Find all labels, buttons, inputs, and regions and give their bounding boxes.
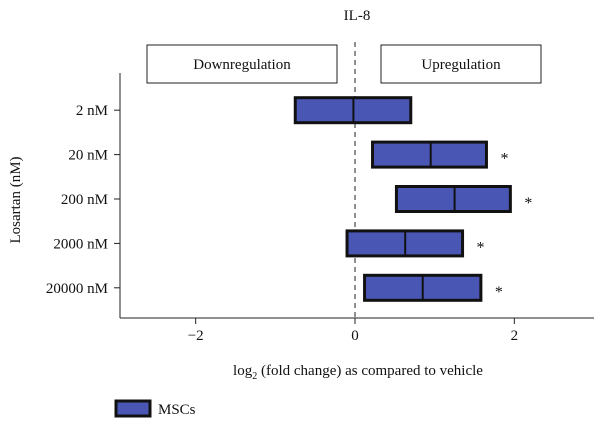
y-tick-label: 200 nM [61,192,108,208]
bar [371,140,488,169]
x-tick-label: −2 [188,328,204,344]
y-axis-label: Losartan (nM) [8,156,24,243]
x-axis-label-prefix: log [233,363,253,379]
upregulation-box [380,44,542,84]
plot-area: −2 0 2 2 nM 20 nM * 200 nM * 2000 nM * 20000 nM * [46,42,594,344]
significance-marker: * [500,151,508,168]
x-tick-label: 0 [351,328,359,344]
y-tick-label: 2 nM [76,103,108,119]
y-tick-label: 20000 nM [46,281,108,297]
x-axis-label: log2 (fold change) as compared to vehicl… [233,363,483,382]
x-tick-label: 2 [511,328,519,344]
significance-marker: * [477,239,485,256]
significance-marker: * [495,284,503,301]
y-tick-label: 2000 nM [53,236,108,252]
x-axis-label-suffix: (fold change) as compared to vehicle [257,363,483,379]
legend-swatch [114,399,152,418]
downregulation-box [146,44,338,84]
downregulation-label: Downregulation [193,57,291,73]
y-tick-label: 20 nM [68,148,108,164]
bar [394,185,512,213]
legend-label: MSCs [158,402,196,418]
chart-title: IL-8 [344,8,371,24]
significance-marker: * [524,195,532,212]
upregulation-label: Upregulation [421,57,501,73]
x-axis-label-subscript: 2 [252,371,257,382]
